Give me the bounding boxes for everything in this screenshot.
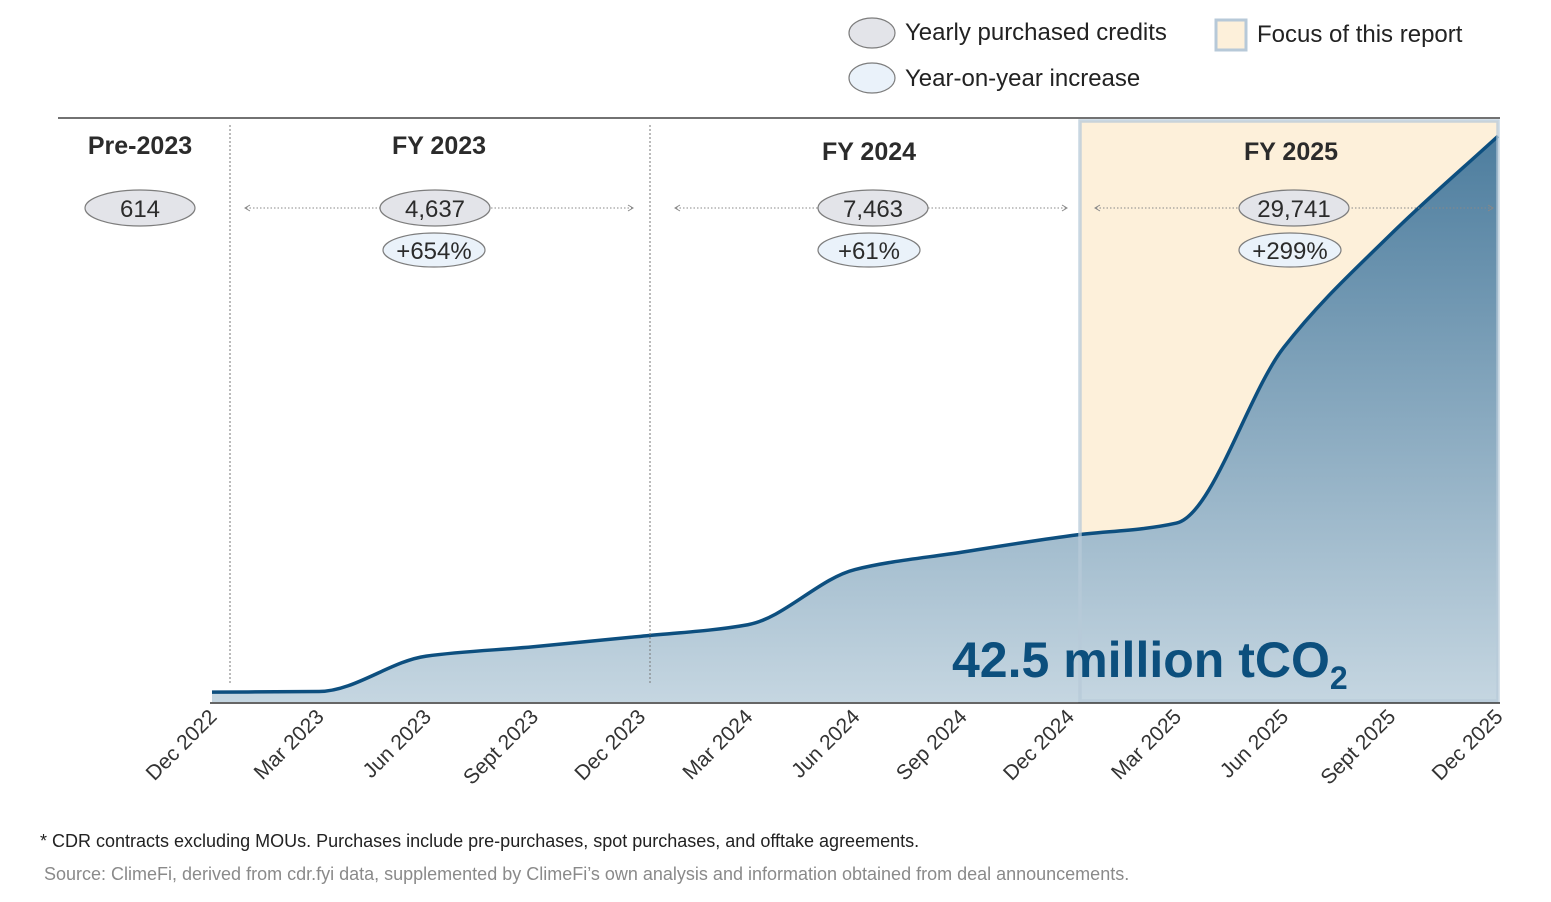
- credit-value-pre2023: 614: [120, 196, 160, 223]
- legend-focus-swatch: [1214, 18, 1248, 52]
- increase-value-fy2023: +654%: [396, 238, 471, 265]
- x-tick-label: Dec 2025: [1428, 705, 1508, 785]
- period-title-fy2023: FY 2023: [392, 132, 486, 160]
- arrowhead-fy2023-left: [244, 204, 251, 212]
- x-tick-label: Dec 2024: [999, 705, 1079, 785]
- footnote: * CDR contracts excluding MOUs. Purchase…: [40, 831, 920, 851]
- arrow-heads: [244, 204, 1494, 212]
- credit-value-fy2025: 29,741: [1257, 196, 1330, 223]
- x-tick-label: Sep 2024: [892, 705, 972, 785]
- x-tick-label: Dec 2022: [142, 705, 222, 785]
- legend-yoy-swatch: [848, 62, 896, 94]
- credit-value-fy2024: 7,463: [843, 196, 903, 223]
- x-tick-label: Sept 2025: [1316, 705, 1400, 789]
- legend-focus-label: Focus of this report: [1257, 21, 1463, 48]
- x-tick-label: Jun 2025: [1216, 705, 1293, 782]
- period-title-pre2023: Pre-2023: [88, 132, 192, 160]
- credit-value-fy2023: 4,637: [405, 196, 465, 223]
- increase-pill-fy2024: [817, 232, 921, 268]
- arrowhead-fy2025-right: [1487, 204, 1494, 212]
- arrowhead-fy2025-left: [1094, 204, 1101, 212]
- total-annotation-subscript: 2: [1330, 660, 1348, 696]
- focus-region-border: [1078, 119, 1500, 703]
- x-tick-labels: Dec 2022 Mar 2023 Jun 2023 Sept 2023 Dec 202…: [142, 705, 1508, 789]
- cumulative-area: [212, 136, 1498, 702]
- x-tick-label: Dec 2023: [570, 705, 650, 785]
- increase-pill-fy2025: [1238, 232, 1342, 268]
- legend-yearly-swatch: [848, 17, 896, 49]
- credit-pill-fy2025: [1238, 189, 1350, 227]
- arrowhead-fy2024-right: [1061, 204, 1068, 212]
- source-note: Source: ClimeFi, derived from cdr.fyi da…: [44, 864, 1130, 884]
- cumulative-line: [211, 134, 1500, 694]
- credit-pill-fy2024: [817, 189, 929, 227]
- arrowhead-fy2024-left: [674, 204, 681, 212]
- arrowhead-fy2023-right: [627, 204, 634, 212]
- period-title-fy2025: FY 2025: [1244, 138, 1338, 166]
- x-tick-label: Mar 2023: [250, 705, 329, 784]
- increase-value-fy2025: +299%: [1252, 238, 1327, 265]
- total-annotation-main: 42.5 million tCO: [952, 632, 1330, 688]
- chart: Yearly purchased credits Year-on-year in…: [58, 17, 1508, 789]
- total-annotation: 42.5 million tCO2: [952, 632, 1348, 696]
- period-title-fy2024: FY 2024: [822, 138, 916, 166]
- x-tick-label: Mar 2025: [1107, 705, 1186, 784]
- increase-value-fy2024: +61%: [838, 238, 900, 265]
- increase-pill-fy2023: [382, 232, 486, 268]
- x-tick-label: Sept 2023: [459, 705, 543, 789]
- credit-pill-fy2023: [379, 189, 491, 227]
- x-tick-label: Mar 2024: [678, 705, 757, 784]
- legend: Yearly purchased credits Year-on-year in…: [848, 17, 1463, 94]
- x-tick-label: Jun 2024: [787, 705, 865, 783]
- credit-pill-pre2023: [84, 189, 196, 227]
- legend-yearly-label: Yearly purchased credits: [905, 19, 1167, 46]
- x-tick-label: Jun 2023: [358, 705, 435, 782]
- legend-yoy-label: Year-on-year increase: [905, 65, 1140, 92]
